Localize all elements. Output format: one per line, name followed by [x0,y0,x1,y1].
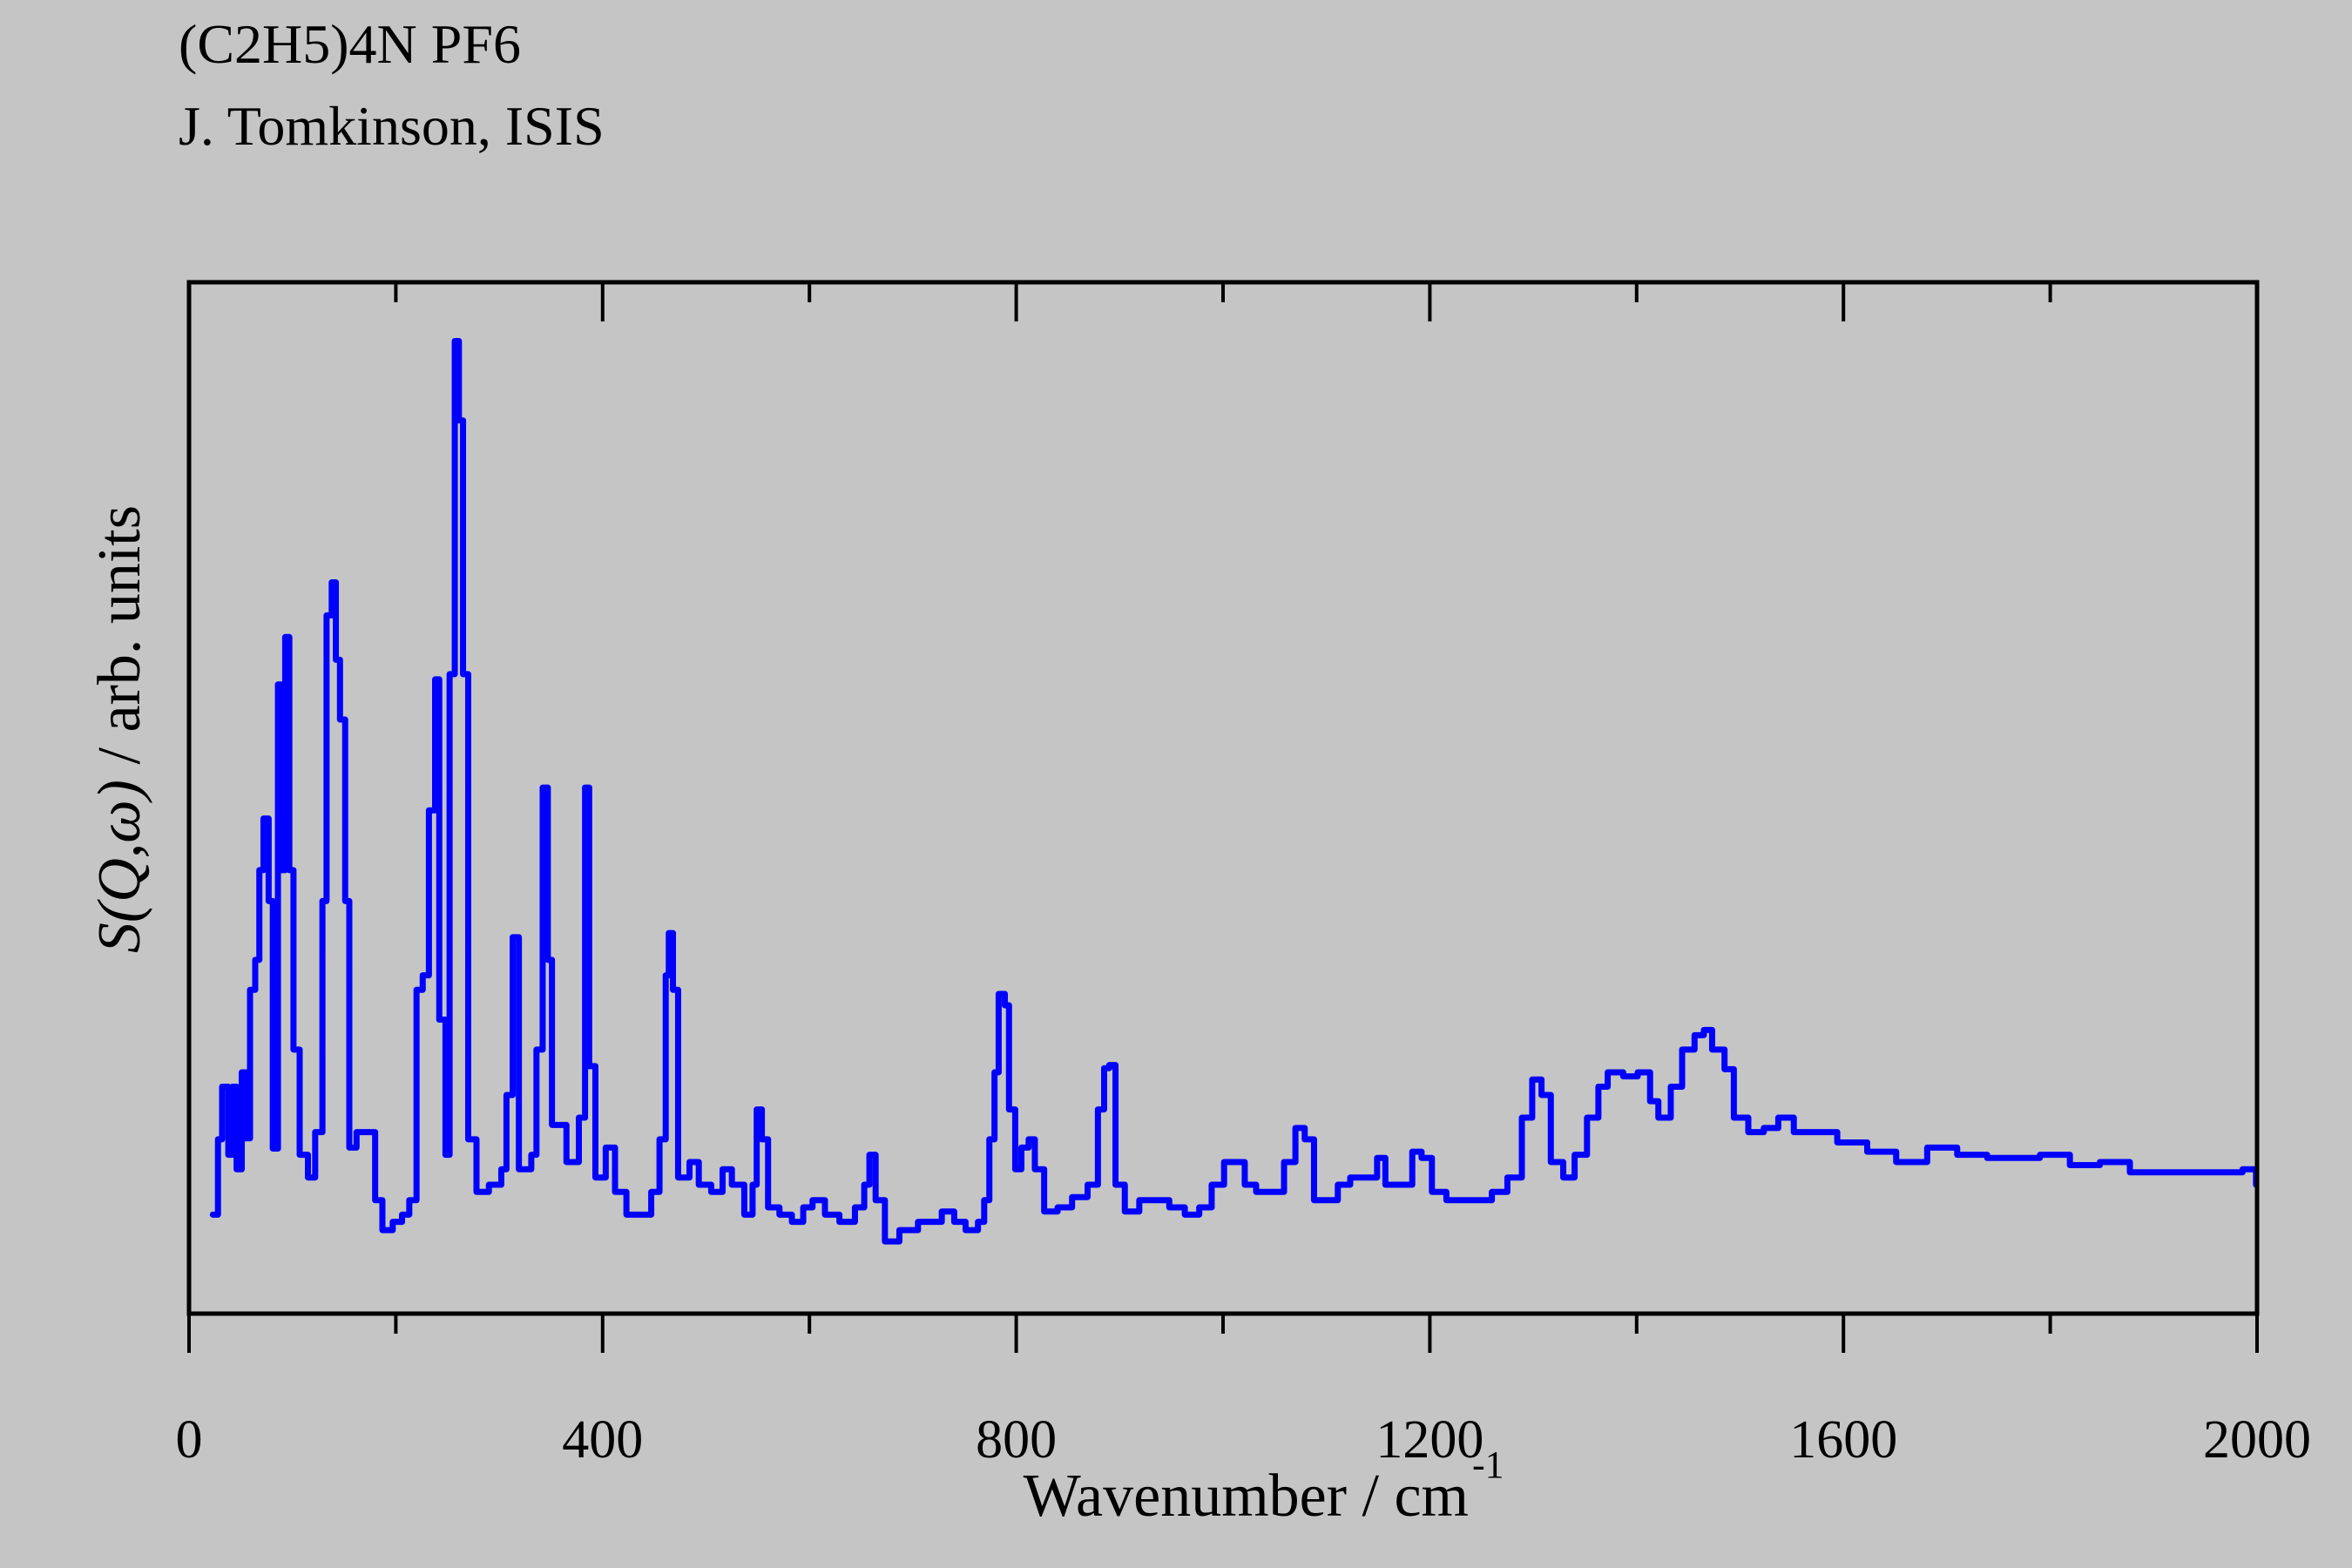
chart-title: (C2H5)4N PF6 [179,13,521,75]
chart-subtitle: J. Tomkinson, ISIS [179,95,605,157]
x-axis-ticks [187,282,2259,1353]
x-axis-tick-labels: 0 400 800 1200 1600 2000 [176,1410,2312,1470]
x-tick-label: 800 [976,1410,1057,1470]
x-tick-label: 1600 [1789,1410,1897,1470]
x-tick-label: 400 [562,1410,643,1470]
plot-frame [186,280,2260,1316]
y-axis-label-symbol: S(Q,ω) [86,780,153,953]
series-line [209,337,2260,1245]
x-tick-label: 0 [176,1410,203,1470]
x-tick-label: 1200 [1375,1410,1484,1470]
x-tick-label: 2000 [2203,1410,2311,1470]
x-axis-label-superscript: -1 [1472,1443,1504,1486]
y-axis-label: / arb. units [86,505,153,780]
x-axis-label: Wavenumber / cm [1024,1463,1469,1530]
